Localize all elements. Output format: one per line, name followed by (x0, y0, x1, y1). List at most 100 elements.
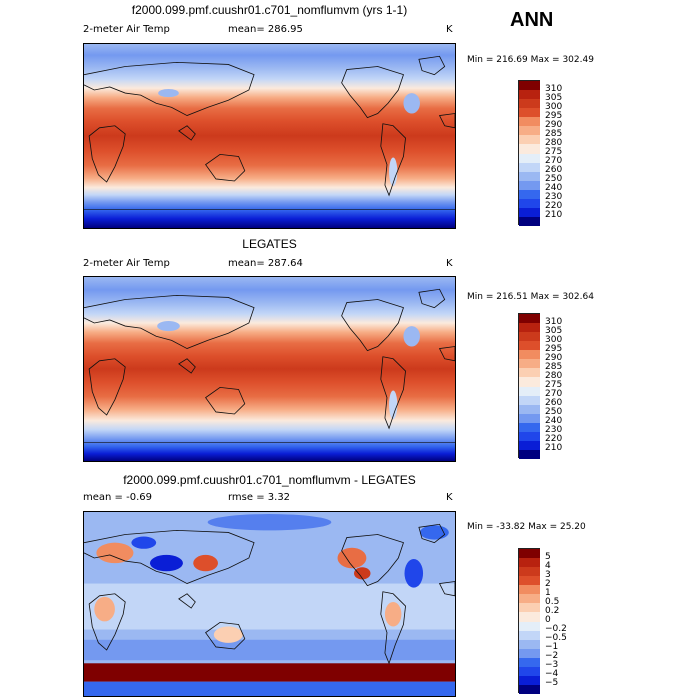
colorbar-swatch (519, 368, 540, 378)
panel-2-mean: mean= 287.64 (228, 258, 303, 269)
colorbar-swatch (519, 359, 540, 369)
colorbar-swatch (519, 377, 540, 387)
panel-3-title: f2000.099.pmf.cuushr01.c701_nomflumvm - … (123, 473, 416, 487)
colorbar-tick-label: 240 (545, 183, 563, 194)
colorbar-swatch (519, 144, 540, 154)
temperature-map-observed (84, 277, 455, 461)
season-label: ANN (510, 9, 554, 31)
colorbar-tick-label: −2 (545, 651, 559, 662)
colorbar-tick-label: 220 (545, 434, 563, 445)
colorbar-tick-label: 250 (545, 174, 563, 185)
colorbar-swatch (519, 180, 540, 191)
panel-1-map (83, 43, 456, 229)
colorbar-swatch (519, 413, 540, 424)
colorbar-tick-label: 2 (545, 578, 551, 589)
panel-2-title: LEGATES (242, 237, 297, 251)
colorbar-tick-label: 275 (545, 380, 563, 390)
panel-3-colorbar-box (518, 548, 540, 695)
colorbar-swatch (519, 567, 540, 577)
panel-2-colorbar-box (518, 313, 540, 460)
colorbar-tick-label: 240 (545, 416, 563, 427)
panel-3-rmse: rmse = 3.32 (228, 492, 291, 503)
colorbar-tick-label: 3 (545, 569, 551, 580)
colorbar-tick-label: 0 (545, 615, 551, 625)
colorbar-swatch (519, 558, 540, 568)
colorbar-tick-label: 270 (545, 156, 563, 167)
colorbar-tick-label: 0.2 (545, 605, 560, 616)
colorbar-swatch (519, 440, 540, 451)
panel-3-map (83, 511, 456, 697)
colorbar-tick-label: 305 (545, 92, 563, 103)
colorbar-tick-label: 1 (545, 587, 551, 598)
colorbar-swatch (519, 648, 540, 659)
panel-1-units: K (446, 24, 453, 35)
colorbar-tick-label: 285 (545, 361, 563, 372)
colorbar-swatch (519, 630, 540, 640)
colorbar-swatch (519, 81, 540, 91)
colorbar-tick-label: 280 (545, 137, 563, 148)
colorbar-swatch (519, 449, 540, 460)
panel-2-variable: 2-meter Air Temp (83, 258, 170, 269)
panel-2-map (83, 276, 456, 462)
colorbar-swatch (519, 323, 540, 333)
colorbar-swatch (519, 332, 540, 342)
colorbar-swatch (519, 341, 540, 351)
panel-3-mean: mean = -0.69 (83, 492, 152, 503)
panel-3-colorbar: 5 4 3 2 1 0.5 0.2 0 −0.2 −0.5 −1 −2 −3 −4 −5 (518, 548, 568, 695)
colorbar-tick-label: 305 (545, 325, 563, 336)
panel-1-colorbar: 310 305 300 295 290 285 280 275 270 260 250 240 230 2… (518, 80, 568, 227)
colorbar-swatch (519, 117, 540, 127)
colorbar-swatch (519, 99, 540, 109)
colorbar-swatch (519, 684, 540, 695)
colorbar-tick-label: 295 (545, 343, 563, 354)
colorbar-swatch (519, 657, 540, 668)
colorbar-tick-label: 310 (545, 83, 563, 94)
colorbar-tick-label: 260 (545, 165, 563, 176)
colorbar-tick-label: −1 (545, 642, 559, 653)
colorbar-swatch (519, 666, 540, 677)
colorbar-tick-label: 270 (545, 389, 563, 400)
colorbar-tick-label: 210 (545, 443, 563, 454)
colorbar-tick-label: 295 (545, 110, 563, 121)
colorbar-swatch (519, 576, 540, 586)
panel-1-mean: mean= 286.95 (228, 24, 303, 35)
panel-1-variable: 2-meter Air Temp (83, 24, 170, 35)
colorbar-swatch (519, 207, 540, 218)
colorbar-tick-label: 230 (545, 192, 563, 203)
colorbar-tick-label: −0.5 (545, 633, 567, 644)
colorbar-tick-label: 290 (545, 352, 563, 363)
colorbar-tick-label: 0.5 (545, 596, 560, 607)
colorbar-swatch (519, 216, 540, 227)
colorbar-tick-label: 220 (545, 201, 563, 212)
colorbar-tick-label: 4 (545, 560, 551, 571)
colorbar-swatch (519, 585, 540, 595)
panel-2-units: K (446, 258, 453, 269)
colorbar-swatch (519, 162, 540, 172)
colorbar-swatch (519, 198, 540, 209)
colorbar-swatch (519, 431, 540, 442)
colorbar-tick-label: 210 (545, 210, 563, 221)
colorbar-swatch (519, 422, 540, 433)
colorbar-tick-label: 250 (545, 407, 563, 418)
colorbar-swatch (519, 603, 540, 613)
colorbar-swatch (519, 90, 540, 100)
colorbar-tick-label: 290 (545, 119, 563, 130)
panel-1-title: f2000.099.pmf.cuushr01.c701_nomflumvm (y… (131, 3, 408, 17)
panel-1-minmax: Min = 216.69 Max = 302.49 (467, 55, 594, 65)
panel-2-colorbar: 310 305 300 295 290 285 280 275 270 260 250 240 230 2… (518, 313, 568, 460)
colorbar-swatch (519, 675, 540, 686)
colorbar-tick-label: 275 (545, 147, 563, 157)
colorbar-tick-label: 280 (545, 370, 563, 381)
colorbar-tick-label: 5 (545, 551, 551, 562)
colorbar-swatch (519, 594, 540, 604)
colorbar-tick-label: −4 (545, 669, 559, 680)
colorbar-tick-label: 300 (545, 334, 563, 345)
temperature-difference-map (84, 512, 455, 696)
colorbar-tick-label: −3 (545, 660, 559, 671)
colorbar-swatch (519, 135, 540, 145)
colorbar-swatch (519, 350, 540, 360)
colorbar-swatch (519, 386, 540, 396)
colorbar-swatch (519, 189, 540, 200)
panel-1-colorbar-box (518, 80, 540, 227)
colorbar-swatch (519, 108, 540, 118)
